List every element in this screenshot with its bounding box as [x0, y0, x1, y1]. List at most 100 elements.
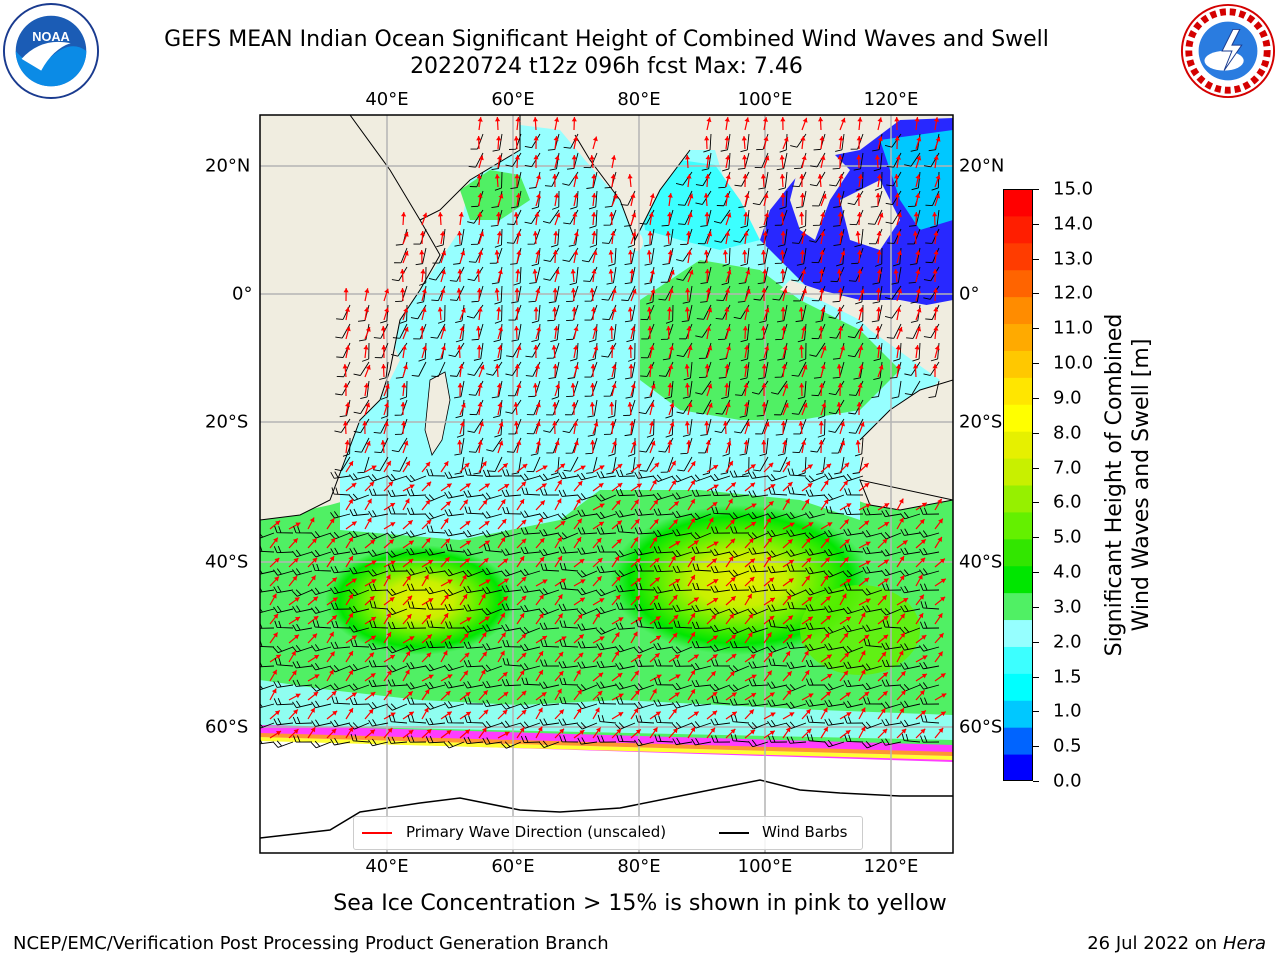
wind-barb	[361, 342, 370, 362]
wave-direction-arrowhead	[428, 598, 434, 603]
wave-direction-arrowhead	[573, 174, 579, 179]
wave-direction-arrowhead	[920, 728, 926, 734]
wave-direction-arrowhead	[589, 288, 595, 293]
wave-direction-arrowhead	[916, 155, 922, 161]
wind-barb	[748, 511, 769, 520]
wind-barb	[387, 621, 408, 630]
wind-barb	[596, 494, 617, 502]
wind-barb	[793, 285, 807, 302]
wind-barb	[855, 285, 864, 305]
wave-direction-arrowhead	[665, 231, 671, 236]
wind-barb	[550, 323, 560, 343]
wave-direction-arrowhead	[635, 558, 641, 564]
wave-direction-arrowhead	[403, 364, 408, 370]
wave-direction-arrowhead	[821, 193, 827, 199]
wind-barb	[871, 380, 883, 399]
wave-direction-arrowhead	[876, 307, 882, 312]
wave-direction-arrowhead	[762, 269, 768, 274]
lon-tick-bottom-80e: 80°E	[617, 856, 661, 877]
wave-direction-arrowhead	[724, 364, 730, 369]
wind-barb	[919, 644, 940, 652]
wave-direction-arrowhead	[763, 136, 769, 142]
wave-direction-arrowhead	[513, 136, 519, 141]
wind-barb	[676, 399, 693, 414]
wind-barb	[311, 606, 332, 614]
wave-direction-arrowhead	[724, 136, 730, 141]
wave-direction-arrowhead	[293, 729, 299, 734]
wave-direction-arrowhead	[631, 212, 637, 218]
wave-direction-arrowhead	[883, 634, 889, 640]
wave-direction-arrowhead	[724, 307, 730, 312]
wave-direction-arrowhead	[366, 517, 372, 523]
wave-direction-arrowhead	[348, 536, 353, 542]
wave-direction-arrowhead	[538, 651, 544, 657]
wave-direction-arrowhead	[845, 616, 851, 622]
wind-barb	[540, 563, 560, 572]
wave-direction-arrowhead	[310, 727, 316, 733]
wind-barb	[494, 418, 503, 438]
wind-barb	[862, 566, 883, 574]
lon-tick-top-60e: 60°E	[491, 89, 535, 110]
wind-barb	[368, 719, 389, 727]
wind-barb	[444, 603, 465, 612]
wave-direction-arrowhead	[882, 728, 888, 734]
wave-direction-arrowhead	[725, 402, 731, 408]
wind-barb	[843, 624, 864, 633]
wave-direction-arrowhead	[598, 521, 604, 527]
wave-direction-arrowhead	[900, 632, 906, 638]
wind-barb	[777, 228, 788, 247]
wave-direction-arrowhead	[631, 440, 637, 446]
wave-direction-arrowhead	[712, 502, 718, 507]
wave-direction-arrowhead	[836, 402, 842, 407]
colorbar-tick-label: 10.0	[1053, 352, 1094, 374]
wind-barb	[463, 625, 484, 633]
wave-direction-arrowhead	[819, 383, 825, 388]
wave-direction-arrowhead	[351, 692, 357, 698]
wave-direction-arrowhead	[649, 345, 655, 351]
wind-barb	[881, 509, 902, 518]
wind-barb	[893, 342, 902, 362]
colorbar-tick-mark	[1033, 641, 1039, 643]
wave-direction-arrowhead	[345, 345, 351, 350]
colorbar-tick-mark	[1033, 711, 1039, 713]
wave-direction-arrowhead	[513, 212, 519, 217]
footer-host: Hera	[1222, 933, 1266, 954]
wave-direction-arrowhead	[634, 690, 640, 696]
wind-barb	[710, 473, 731, 482]
wave-direction-arrowhead	[425, 538, 431, 543]
wave-direction-arrowhead	[446, 730, 452, 735]
wind-barb	[482, 664, 503, 672]
wave-direction-arrowhead	[877, 136, 883, 142]
wave-direction-arrowhead	[521, 481, 526, 487]
wind-barb	[349, 493, 370, 501]
wind-barb	[672, 646, 693, 654]
wave-direction-arrowhead	[856, 155, 862, 160]
wind-barb	[353, 361, 370, 376]
wind-barb	[273, 605, 294, 614]
wind-barb	[482, 643, 503, 651]
wave-direction-arrowhead	[915, 193, 921, 198]
wind-barb	[882, 583, 902, 591]
wind-barb	[505, 361, 522, 376]
wave-direction-arrowhead	[615, 500, 621, 506]
wave-direction-arrowhead	[940, 578, 946, 584]
footer-date: 26 Jul 2022 on Hera	[1087, 933, 1266, 954]
wind-barb	[407, 601, 427, 610]
wind-barb	[856, 304, 864, 324]
wind-barb	[380, 380, 389, 400]
wave-direction-arrowhead	[711, 614, 717, 620]
wind-barb	[843, 528, 864, 536]
wind-barb	[740, 361, 750, 380]
wave-direction-arrowhead	[371, 579, 377, 584]
wave-direction-arrowhead	[313, 691, 319, 697]
wave-direction-arrowhead	[933, 307, 939, 312]
wind-barb	[768, 487, 788, 496]
wind-barb	[339, 399, 351, 418]
wind-barb	[463, 604, 484, 612]
wave-direction-arrowhead	[827, 674, 833, 679]
wave-direction-arrowhead	[937, 498, 942, 504]
wave-direction-arrowhead	[686, 440, 692, 445]
wind-barb	[577, 722, 598, 730]
wave-direction-arrowhead	[690, 727, 695, 733]
wind-barb	[644, 247, 655, 266]
